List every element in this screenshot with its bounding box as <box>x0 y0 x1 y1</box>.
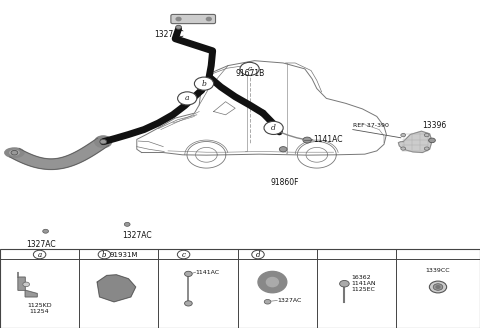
Text: 16362: 16362 <box>351 275 371 280</box>
Text: 91860F: 91860F <box>271 178 300 187</box>
Text: 1141AC: 1141AC <box>313 135 342 144</box>
Circle shape <box>23 282 30 287</box>
Text: 1141AN: 1141AN <box>351 281 376 286</box>
Circle shape <box>124 222 130 226</box>
Text: b: b <box>202 80 206 88</box>
Text: 1327AC: 1327AC <box>155 30 184 39</box>
Text: d: d <box>271 124 276 132</box>
Circle shape <box>424 147 429 150</box>
Circle shape <box>206 17 211 21</box>
Ellipse shape <box>10 150 19 155</box>
Circle shape <box>401 147 406 150</box>
Circle shape <box>424 133 429 137</box>
FancyBboxPatch shape <box>171 14 216 24</box>
Circle shape <box>184 301 192 306</box>
Circle shape <box>98 250 110 259</box>
Circle shape <box>303 137 312 143</box>
Circle shape <box>433 284 443 290</box>
Ellipse shape <box>95 136 112 148</box>
Text: 1339CC: 1339CC <box>426 268 450 273</box>
Polygon shape <box>18 272 37 297</box>
Circle shape <box>194 77 214 90</box>
Bar <box>0 249 480 328</box>
Circle shape <box>11 151 18 155</box>
Text: c: c <box>248 65 252 73</box>
Circle shape <box>178 92 197 105</box>
Text: 1327AC: 1327AC <box>26 240 56 249</box>
Circle shape <box>279 147 287 152</box>
Circle shape <box>184 271 192 277</box>
Text: d: d <box>256 251 260 258</box>
Circle shape <box>43 229 48 233</box>
Circle shape <box>429 281 446 293</box>
Polygon shape <box>398 131 432 153</box>
Circle shape <box>177 250 190 259</box>
Circle shape <box>252 250 264 259</box>
Polygon shape <box>10 138 108 170</box>
Ellipse shape <box>266 277 278 287</box>
Text: 13396: 13396 <box>422 121 446 130</box>
Ellipse shape <box>5 148 24 157</box>
Text: REF 37-390: REF 37-390 <box>353 123 389 128</box>
Text: a: a <box>185 94 190 102</box>
Text: 1125KD
11254: 1125KD 11254 <box>27 303 52 314</box>
Polygon shape <box>97 275 135 302</box>
Circle shape <box>264 299 271 304</box>
Circle shape <box>33 250 46 259</box>
Circle shape <box>264 121 283 134</box>
Text: 1327AC: 1327AC <box>277 298 301 303</box>
Circle shape <box>339 280 349 287</box>
Text: 1327AC: 1327AC <box>122 231 152 240</box>
Circle shape <box>176 25 181 29</box>
Circle shape <box>240 62 259 75</box>
Circle shape <box>429 138 435 143</box>
Text: c: c <box>181 251 186 258</box>
Circle shape <box>100 139 107 144</box>
Text: 91931M: 91931M <box>109 252 138 257</box>
Text: 1141AC: 1141AC <box>196 270 220 275</box>
Circle shape <box>401 133 406 137</box>
Circle shape <box>176 17 181 21</box>
Text: b: b <box>102 251 107 258</box>
Ellipse shape <box>258 272 287 293</box>
Text: a: a <box>37 251 42 258</box>
Text: 1125EC: 1125EC <box>351 287 375 292</box>
Circle shape <box>436 286 440 288</box>
Text: 91671B: 91671B <box>235 69 264 78</box>
